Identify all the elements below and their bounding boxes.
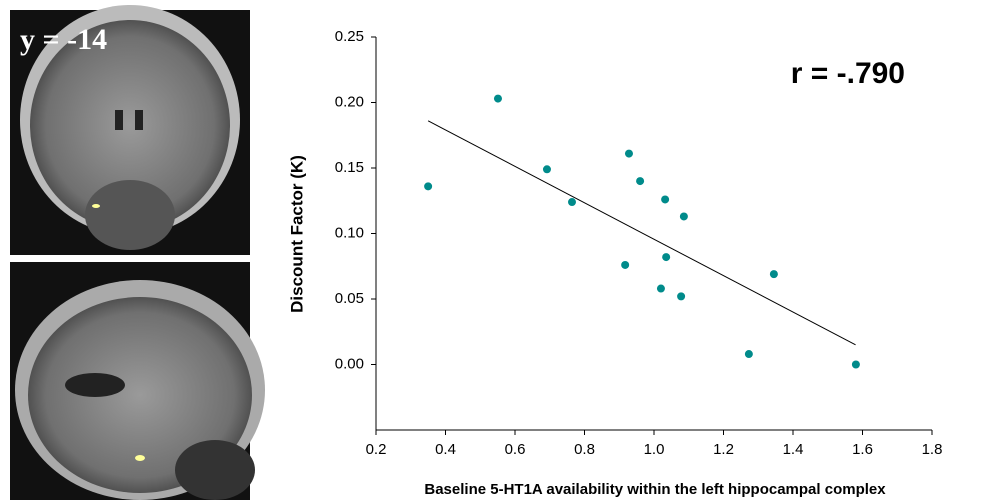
point	[493, 94, 502, 103]
y-axis-label: Discount Factor (K)	[287, 155, 306, 313]
mri-coronal	[10, 5, 250, 255]
y-tick-label: 0.15	[335, 159, 364, 176]
point	[677, 292, 686, 301]
x-tick-label: 0.2	[366, 441, 387, 458]
x-tick-label: 1.6	[852, 441, 873, 458]
point	[656, 284, 665, 293]
point	[636, 177, 645, 186]
x-axis-label: Baseline 5-HT1A availability within the …	[424, 481, 886, 498]
point	[542, 165, 551, 174]
y-tick-label: 0.00	[335, 355, 364, 372]
y-tick-label: 0.25	[335, 28, 364, 45]
point	[769, 270, 778, 279]
x-tick-label: 0.8	[574, 441, 595, 458]
mri-sagittal	[10, 262, 265, 500]
x-tick-label: 0.4	[435, 441, 456, 458]
panel-label: y = -14	[20, 23, 107, 56]
point	[661, 195, 670, 204]
point	[624, 149, 633, 158]
y-tick-label: 0.05	[335, 290, 364, 307]
point	[662, 253, 671, 262]
y-tick-label: 0.10	[335, 224, 364, 241]
point	[621, 260, 630, 269]
point	[679, 212, 688, 221]
point	[567, 198, 576, 207]
point	[851, 360, 860, 369]
annotation: r = -.790	[791, 57, 905, 90]
x-tick-label: 1.2	[713, 441, 734, 458]
point	[424, 182, 433, 191]
x-tick-label: 0.6	[505, 441, 526, 458]
trend-line	[427, 120, 856, 346]
y-tick-label: 0.20	[335, 93, 364, 110]
x-tick-label: 1.4	[783, 441, 804, 458]
x-tick-label: 1.0	[644, 441, 665, 458]
point	[744, 350, 753, 359]
x-tick-label: 1.8	[922, 441, 943, 458]
